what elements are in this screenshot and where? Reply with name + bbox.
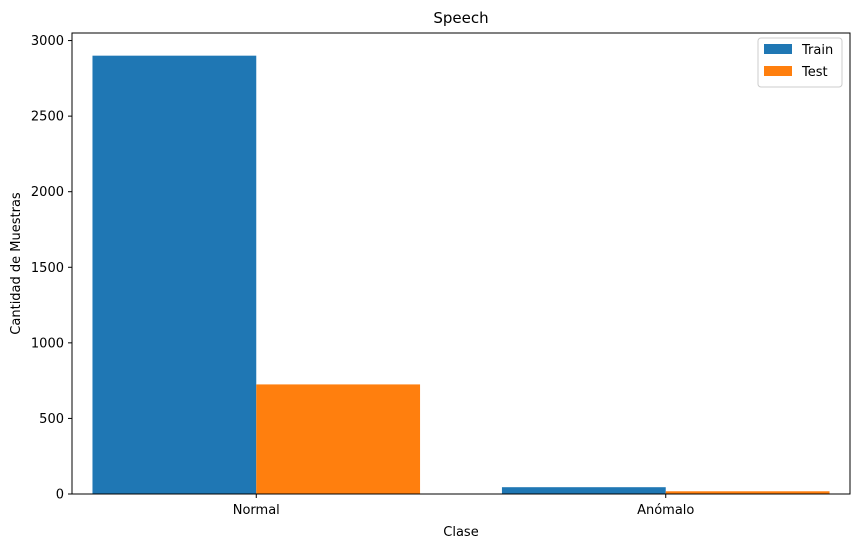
y-tick-label: 2000: [31, 185, 64, 200]
x-tick-label: Normal: [233, 503, 280, 518]
legend-label-test: Test: [801, 65, 828, 80]
x-axis-label: Clase: [443, 525, 478, 540]
y-axis: 0 500 1000 1500 2000 2500 3000: [31, 34, 72, 503]
y-axis-label: Cantidad de Muestras: [9, 192, 24, 335]
bar-test-0: [256, 384, 421, 494]
y-tick-label: 3000: [31, 34, 64, 49]
plot-frame: [71, 32, 851, 495]
chart-title: Speech: [433, 9, 488, 27]
y-tick-label: 1000: [31, 336, 64, 351]
legend-swatch-train: [764, 44, 792, 54]
x-axis: Normal Anómalo: [233, 494, 694, 518]
x-tick-label: Anómalo: [637, 503, 694, 518]
y-tick-label: 500: [39, 412, 64, 427]
legend-swatch-test: [764, 66, 792, 76]
bars-layer: [92, 55, 830, 495]
y-tick-label: 1500: [31, 261, 64, 276]
bar-train-0: [92, 55, 257, 495]
y-tick-label: 2500: [31, 110, 64, 125]
legend-label-train: Train: [801, 43, 833, 58]
bar-test-1: [665, 491, 830, 494]
y-tick-label: 0: [56, 488, 64, 503]
legend: Train Test: [757, 37, 843, 88]
bar-train-1: [501, 487, 666, 494]
